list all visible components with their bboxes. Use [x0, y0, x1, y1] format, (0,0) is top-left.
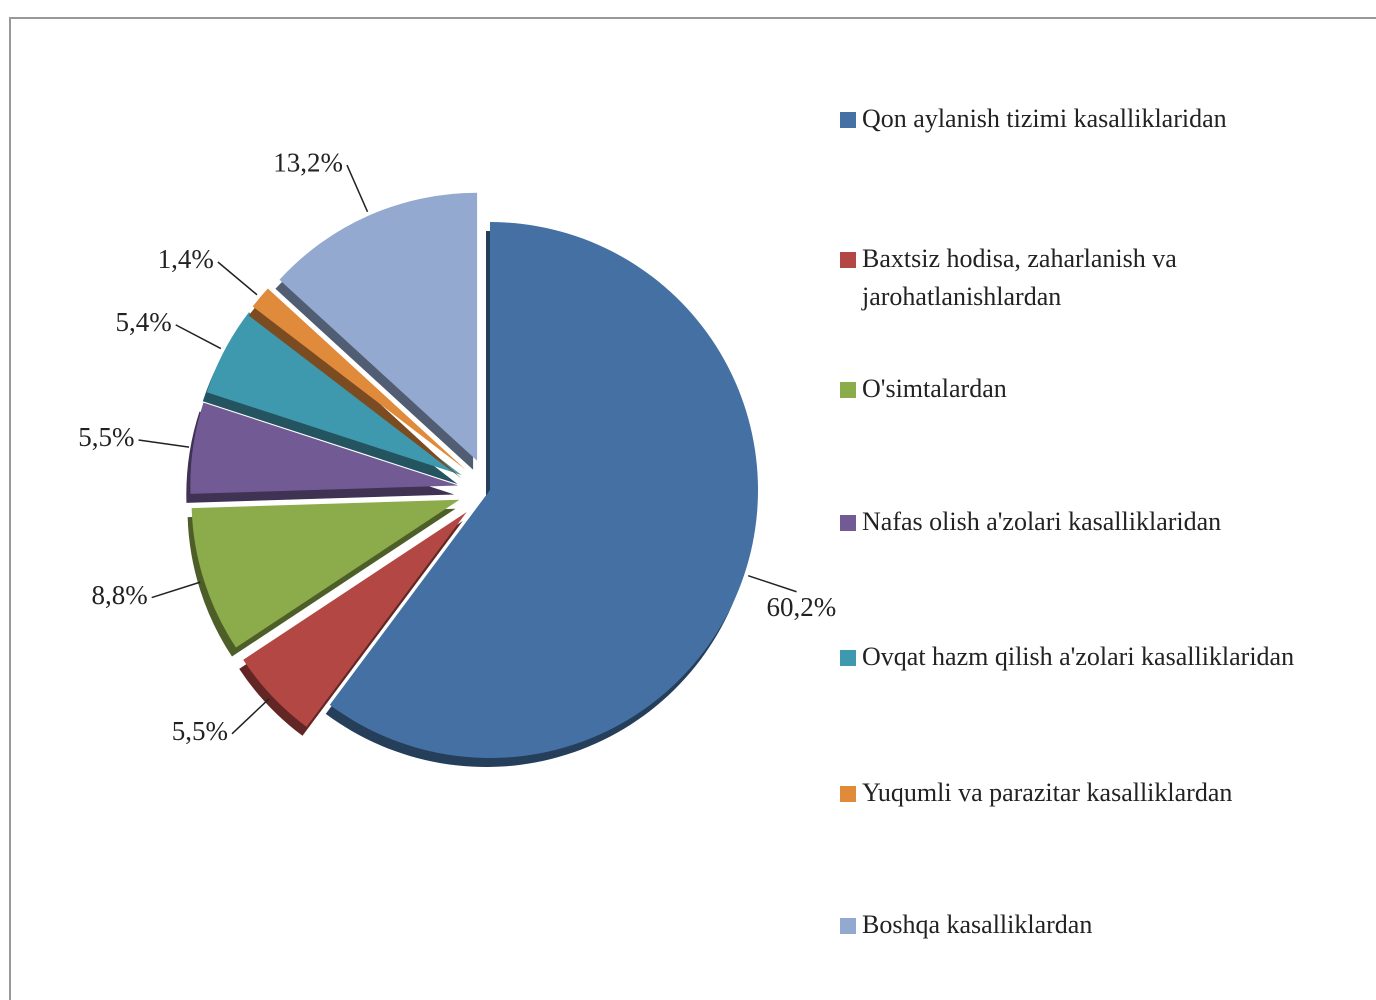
slice	[279, 192, 478, 461]
slice	[206, 312, 462, 476]
legend-label: Boshqa kasalliklardan	[862, 910, 1093, 939]
slice	[243, 511, 467, 727]
legend-label: Nafas olish a'zolari kasalliklaridan	[862, 507, 1222, 536]
legend-label: Yuqumli va parazitar kasalliklardan	[862, 778, 1233, 807]
data-label: 5,4%	[115, 307, 171, 337]
leader-line	[217, 261, 258, 296]
data-label: 5,5%	[78, 422, 134, 452]
data-label: 13,2%	[273, 147, 343, 177]
slice	[329, 222, 759, 758]
legend-swatch	[840, 918, 856, 934]
legend-item: Nafas olish a'zolari kasalliklaridan	[840, 503, 1362, 541]
leader-line	[747, 574, 797, 593]
slice	[191, 499, 460, 648]
legend-item: Ovqat hazm qilish a'zolari kasalliklarid…	[840, 638, 1362, 676]
legend-swatch	[840, 515, 856, 531]
legend-item: O'simtalardan	[840, 370, 1362, 408]
legend-swatch	[840, 252, 856, 268]
legend-swatch	[840, 112, 856, 128]
data-label: 5,5%	[172, 716, 228, 746]
legend-item: Boshqa kasalliklardan	[840, 906, 1362, 944]
leader-line	[346, 164, 369, 213]
frame	[9, 17, 1376, 1000]
legend-swatch	[840, 382, 856, 398]
data-label: 8,8%	[91, 580, 147, 610]
slice	[252, 288, 466, 470]
legend-label: Ovqat hazm qilish a'zolari kasalliklarid…	[862, 642, 1295, 671]
leader-line	[151, 581, 201, 599]
legend-item: Yuqumli va parazitar kasalliklardan	[840, 774, 1362, 812]
data-label: 1,4%	[158, 244, 214, 274]
legend-item: Qon aylanish tizimi kasalliklaridan	[840, 100, 1362, 138]
legend-label: O'simtalardan	[862, 374, 1007, 403]
legend-swatch	[840, 786, 856, 802]
slice	[190, 402, 459, 494]
leader-line	[231, 698, 270, 735]
leader-line	[138, 439, 190, 448]
legend-swatch	[840, 650, 856, 666]
legend-item: Baxtsiz hodisa, zaharlanish va jarohatla…	[840, 240, 1362, 316]
legend-label: Baxtsiz hodisa, zaharlanish va jarohatla…	[862, 244, 1177, 311]
data-label: 60,2%	[767, 592, 837, 622]
leader-line	[175, 324, 222, 350]
legend-label: Qon aylanish tizimi kasalliklaridan	[862, 104, 1227, 133]
